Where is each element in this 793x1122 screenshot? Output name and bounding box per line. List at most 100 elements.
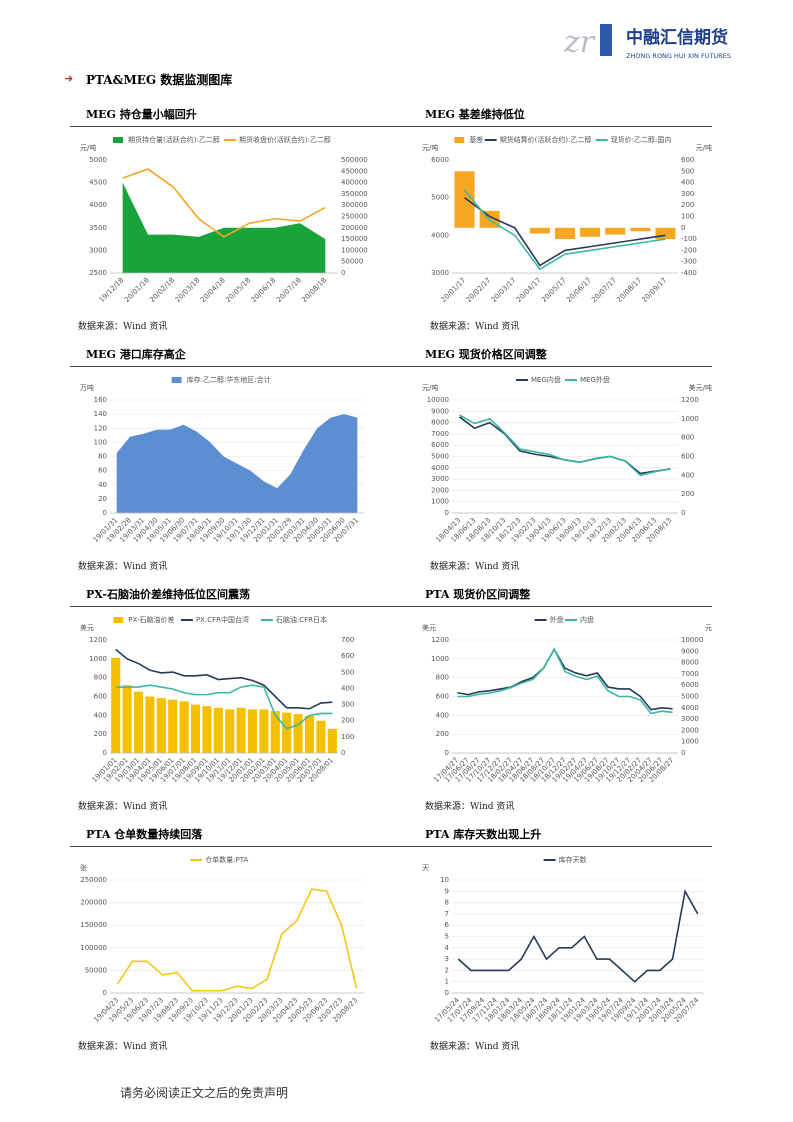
y2-tick-label: 9000 <box>681 647 699 655</box>
bar <box>145 696 155 753</box>
y-tick-label: 6000 <box>431 156 449 164</box>
footer-disclaimer: 请务必阅读正文之后的免责声明 <box>120 1086 289 1100</box>
section-title: PTA&MEG 数据监测图库 <box>86 73 233 87</box>
source-note: 数据来源：Wind 资讯 <box>425 802 515 812</box>
y2-tick-label: 500 <box>341 668 354 676</box>
panel-title: PX-石脑油价差维持低位区间震荡 <box>86 588 250 601</box>
legend-label: 期货收盘价(活跃合约):乙二醇 <box>239 135 331 144</box>
legend-label: 库存:乙二醇:华东地区:合计 <box>187 375 271 384</box>
chart: 2500300035004000450050000500001000001500… <box>80 135 368 304</box>
y2-axis-unit: 美元/吨 <box>689 383 712 392</box>
area <box>122 182 326 273</box>
bullet-icon: ➜ <box>64 72 74 85</box>
y2-tick-label: 6000 <box>681 681 699 689</box>
y-tick-label: 60 <box>98 467 107 475</box>
divider <box>70 366 712 367</box>
y2-tick-label: 50000 <box>341 258 363 266</box>
x-tick-label: 20/01/18 <box>123 276 151 304</box>
y-tick-label: 9 <box>445 887 449 895</box>
y-tick-label: 10 <box>440 876 449 884</box>
y2-tick-label: 7000 <box>681 670 699 678</box>
y-tick-label: 7000 <box>431 430 449 438</box>
bar <box>454 171 475 228</box>
y-tick-label: 150000 <box>80 921 107 929</box>
line <box>464 197 666 267</box>
y2-tick-label: 350000 <box>341 190 368 198</box>
y2-tick-label: 0 <box>681 749 685 757</box>
y-tick-label: 4000 <box>431 231 449 239</box>
bar <box>202 706 212 753</box>
x-tick-label: 20/04/17 <box>515 276 543 304</box>
bar <box>529 227 550 234</box>
source-note: 数据来源：Wind 资讯 <box>78 322 168 332</box>
y2-tick-label: 100 <box>681 213 694 221</box>
y-tick-label: 400 <box>94 711 107 719</box>
source-note: 数据来源：Wind 资讯 <box>78 562 168 572</box>
bar <box>655 227 676 240</box>
x-tick-label: 20/07/17 <box>590 276 618 304</box>
brand-name-en: ZHONG RONG HUI XIN FUTURES <box>626 52 731 60</box>
y-axis-unit: 美元 <box>422 623 436 632</box>
panel-title: MEG 现货价格区间调整 <box>425 348 547 361</box>
y-tick-label: 800 <box>94 674 107 682</box>
legend-label: 期货持仓量(活跃合约):乙二醇 <box>128 135 220 144</box>
legend-label: 现货价:乙二醇:国内 <box>611 135 672 144</box>
x-tick-label: 20/08/17 <box>615 276 643 304</box>
y-tick-label: 10000 <box>427 396 449 404</box>
legend-label: 期货结算价(活跃合约):乙二醇 <box>500 135 592 144</box>
line <box>116 888 358 992</box>
x-tick-label: 20/06/17 <box>565 276 593 304</box>
x-tick-label: 20/05/17 <box>540 276 568 304</box>
bar <box>630 227 651 232</box>
y2-tick-label: 200000 <box>341 224 368 232</box>
y2-tick-label: -200 <box>681 246 697 254</box>
y-tick-label: 4000 <box>89 201 107 209</box>
y-tick-label: 1200 <box>89 636 107 644</box>
chart: 3000 4000 5000 6000 -400 -300 -200 -100 0 100 200 3… <box>422 135 712 304</box>
y-tick-label: 400 <box>436 711 449 719</box>
panel-title: PTA 仓单数量持续回落 <box>86 828 203 841</box>
y2-tick-label: 200 <box>341 717 354 725</box>
bar <box>605 227 626 235</box>
source-note: 数据来源：Wind 资讯 <box>430 562 520 572</box>
bar <box>156 698 166 753</box>
legend-label: PX:CFR中国台湾 <box>196 615 249 624</box>
y2-tick-label: 450000 <box>341 167 368 175</box>
y2-tick-label: 600 <box>681 453 694 461</box>
y-tick-label: 0 <box>103 509 107 517</box>
y-tick-label: 600 <box>94 693 107 701</box>
y-tick-label: 0 <box>445 989 449 997</box>
bar <box>316 720 326 753</box>
y-axis-unit: 元/吨 <box>80 143 96 152</box>
panel-title: MEG 基差维持低位 <box>425 108 525 121</box>
legend-swatch <box>454 137 465 143</box>
bar <box>190 704 201 753</box>
x-tick-label: 20/07/18 <box>275 276 303 304</box>
y-tick-label: 3000 <box>431 269 449 277</box>
y2-tick-label: 150000 <box>341 235 368 243</box>
y2-tick-label: 400 <box>681 179 694 187</box>
y2-tick-label: 10000 <box>681 636 703 644</box>
y2-tick-label: 4000 <box>681 704 699 712</box>
y-tick-label: 1 <box>445 978 449 986</box>
y2-tick-label: -300 <box>681 258 697 266</box>
y2-tick-label: 3000 <box>681 715 699 723</box>
y-tick-label: 3000 <box>89 246 107 254</box>
chart: 0100020003000400050006000700080009000100… <box>422 375 712 544</box>
x-tick-label: 20/03/18 <box>174 276 202 304</box>
y-tick-label: 6000 <box>431 441 449 449</box>
y2-tick-label: 800 <box>681 434 694 442</box>
y2-tick-label: 400 <box>681 471 694 479</box>
y-tick-label: 0 <box>103 749 107 757</box>
y-tick-label: 8 <box>445 899 449 907</box>
y-tick-label: 160 <box>94 396 107 404</box>
brand-name: 中融汇信期货 <box>626 27 728 48</box>
legend-label: 石脑油:CFR日本 <box>276 615 327 624</box>
panel-title: PTA 库存天数出现上升 <box>425 828 542 841</box>
divider <box>70 126 712 127</box>
x-tick-label: 19/12/18 <box>98 276 126 304</box>
bar <box>111 657 121 753</box>
x-tick-label: 20/02/18 <box>148 276 176 304</box>
y-tick-label: 7 <box>445 910 449 918</box>
